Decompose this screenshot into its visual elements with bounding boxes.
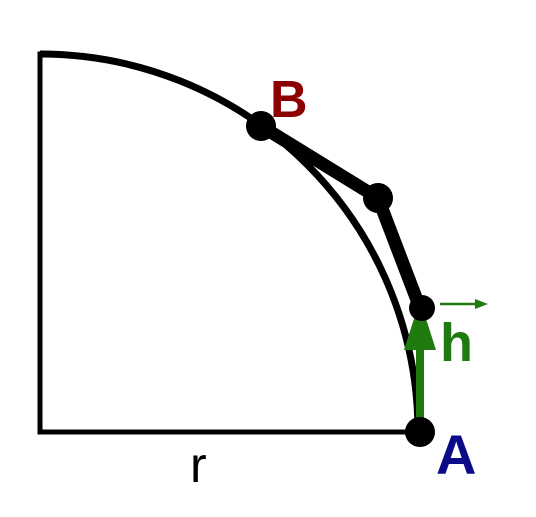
point-b-dot: [246, 111, 276, 141]
label-radius: r: [190, 437, 207, 493]
quarter-circle-arc: [39, 50, 422, 433]
label-b: B: [270, 71, 308, 129]
vector-h-overarrow-head: [475, 299, 488, 309]
label-a: A: [436, 423, 476, 486]
vector-h-arrowhead: [404, 300, 436, 350]
point-a-dot: [405, 417, 435, 447]
label-vector-h: h: [440, 313, 473, 373]
midpoint-dot: [363, 183, 393, 213]
chord-path: [254, 119, 427, 315]
vector-tip-dot: [409, 295, 435, 321]
